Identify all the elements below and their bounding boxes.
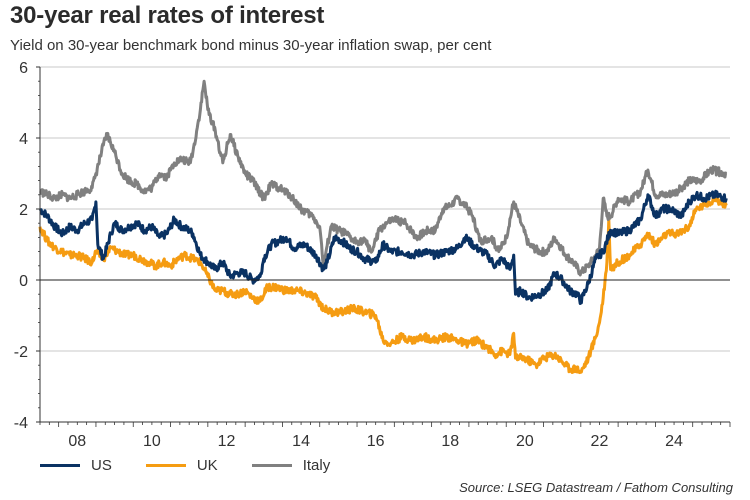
x-tick-label: 16 <box>367 433 385 450</box>
legend-label-italy: Italy <box>302 457 331 474</box>
x-tick-label: 18 <box>441 433 459 450</box>
legend-item-uk: UK <box>145 457 218 474</box>
legend-swatch-uk <box>145 464 186 467</box>
legend: US UK Italy <box>40 457 364 474</box>
legend-item-us: US <box>40 457 112 474</box>
x-tick-label: 22 <box>591 433 609 450</box>
series-line-uk <box>38 193 728 374</box>
y-tick-label: 2 <box>19 202 28 219</box>
y-tick-label: 4 <box>19 131 28 148</box>
series-line-italy <box>39 79 728 277</box>
legend-swatch-italy <box>251 464 292 467</box>
x-tick-label: 24 <box>665 433 683 450</box>
chart-title: 30-year real rates of interest <box>10 2 325 29</box>
x-tick-label: 20 <box>516 433 534 450</box>
legend-label-us: US <box>91 457 112 474</box>
source-note: Source: LSEG Datastream / Fathom Consult… <box>459 480 733 495</box>
y-tick-label: 0 <box>19 273 28 290</box>
series-lines <box>38 79 728 374</box>
y-axis-ticks: 6 4 2 0 -2 -4 <box>14 60 40 432</box>
x-tick-label: 12 <box>218 433 236 450</box>
y-tick-label: -2 <box>14 344 28 361</box>
gridlines <box>40 66 730 352</box>
x-tick-label: 10 <box>143 433 161 450</box>
chart-subtitle: Yield on 30-year benchmark bond minus 30… <box>10 37 492 54</box>
y-tick-label: 6 <box>19 60 28 77</box>
legend-label-uk: UK <box>196 457 218 474</box>
y-tick-label: -4 <box>14 415 28 432</box>
x-axis-ticks: 08 10 12 14 16 18 20 22 24 <box>39 422 731 450</box>
series-line-us <box>38 189 728 305</box>
x-tick-label: 14 <box>292 433 310 450</box>
legend-swatch-us <box>40 464 80 467</box>
legend-item-italy: Italy <box>251 457 331 474</box>
x-tick-label: 08 <box>68 433 86 450</box>
